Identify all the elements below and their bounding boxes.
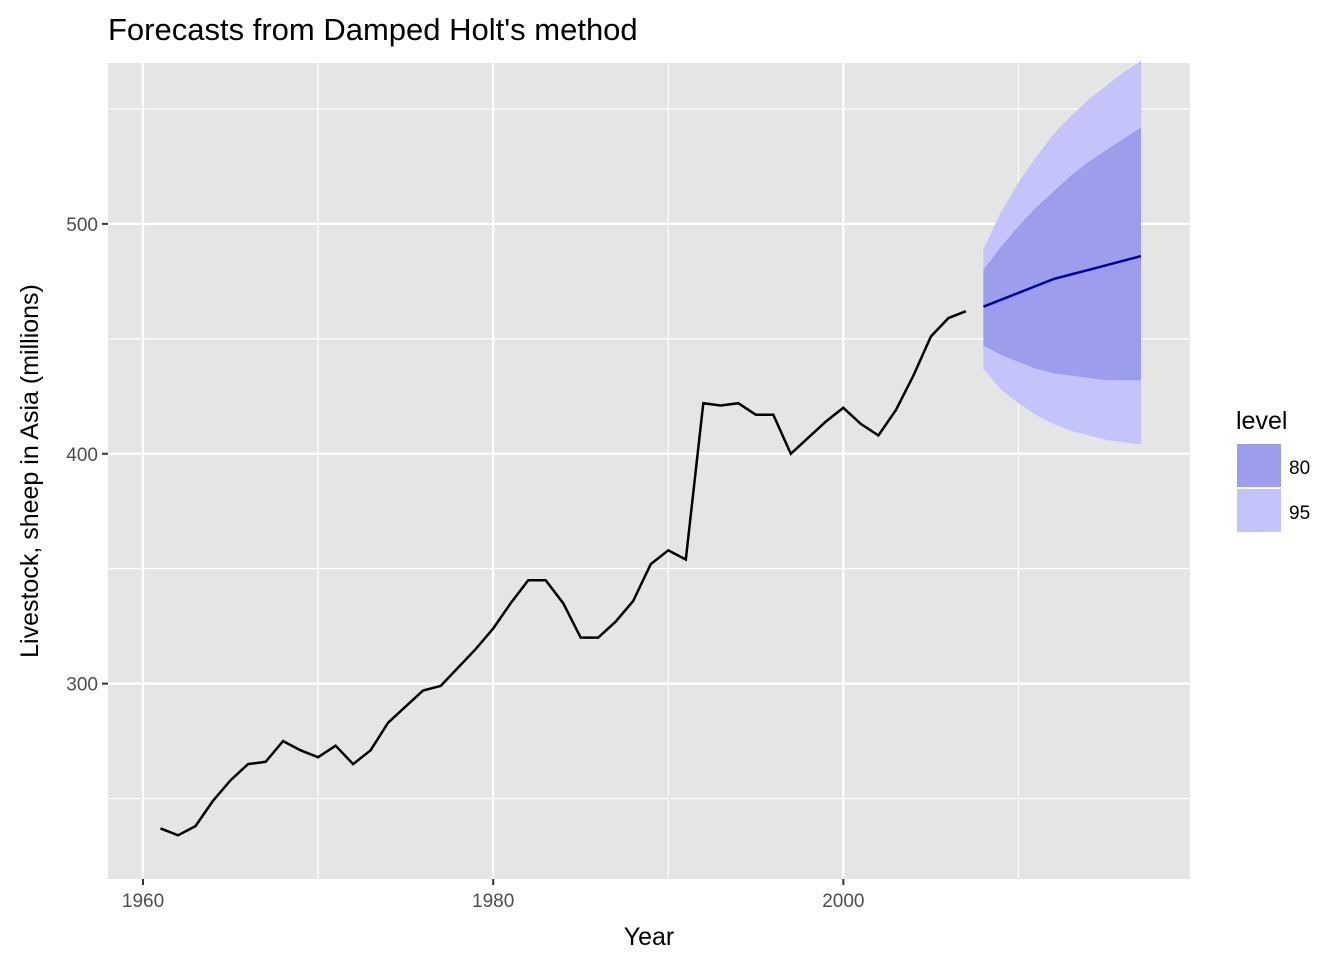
major-gridlines (108, 63, 1190, 879)
legend-label-80: 80 (1289, 458, 1310, 479)
y-tick-label: 300 (66, 675, 98, 696)
y-tick-label: 400 (66, 445, 98, 466)
x-tick-label: 2000 (822, 891, 864, 912)
y-tick-label: 500 (66, 215, 98, 236)
legend: level 80 95 (1236, 407, 1310, 532)
x-axis-title: Year (624, 923, 675, 951)
x-tick-label: 1960 (122, 891, 164, 912)
band-80-area (983, 127, 1141, 381)
x-tick-label: 1980 (472, 891, 514, 912)
legend-swatch-95 (1237, 489, 1281, 532)
forecast-series-line (982, 254, 1142, 308)
y-axis-title: Livestock, sheep in Asia (millions) (16, 284, 44, 658)
chart-title: Forecasts from Damped Holt's method (108, 12, 638, 47)
history-series-line (160, 310, 967, 837)
legend-title: level (1236, 407, 1287, 435)
x-axis: 1960 1980 2000 (122, 879, 864, 912)
legend-label-95: 95 (1289, 503, 1310, 524)
y-axis: 300 400 500 (66, 215, 108, 696)
legend-swatch-80 (1237, 444, 1281, 487)
